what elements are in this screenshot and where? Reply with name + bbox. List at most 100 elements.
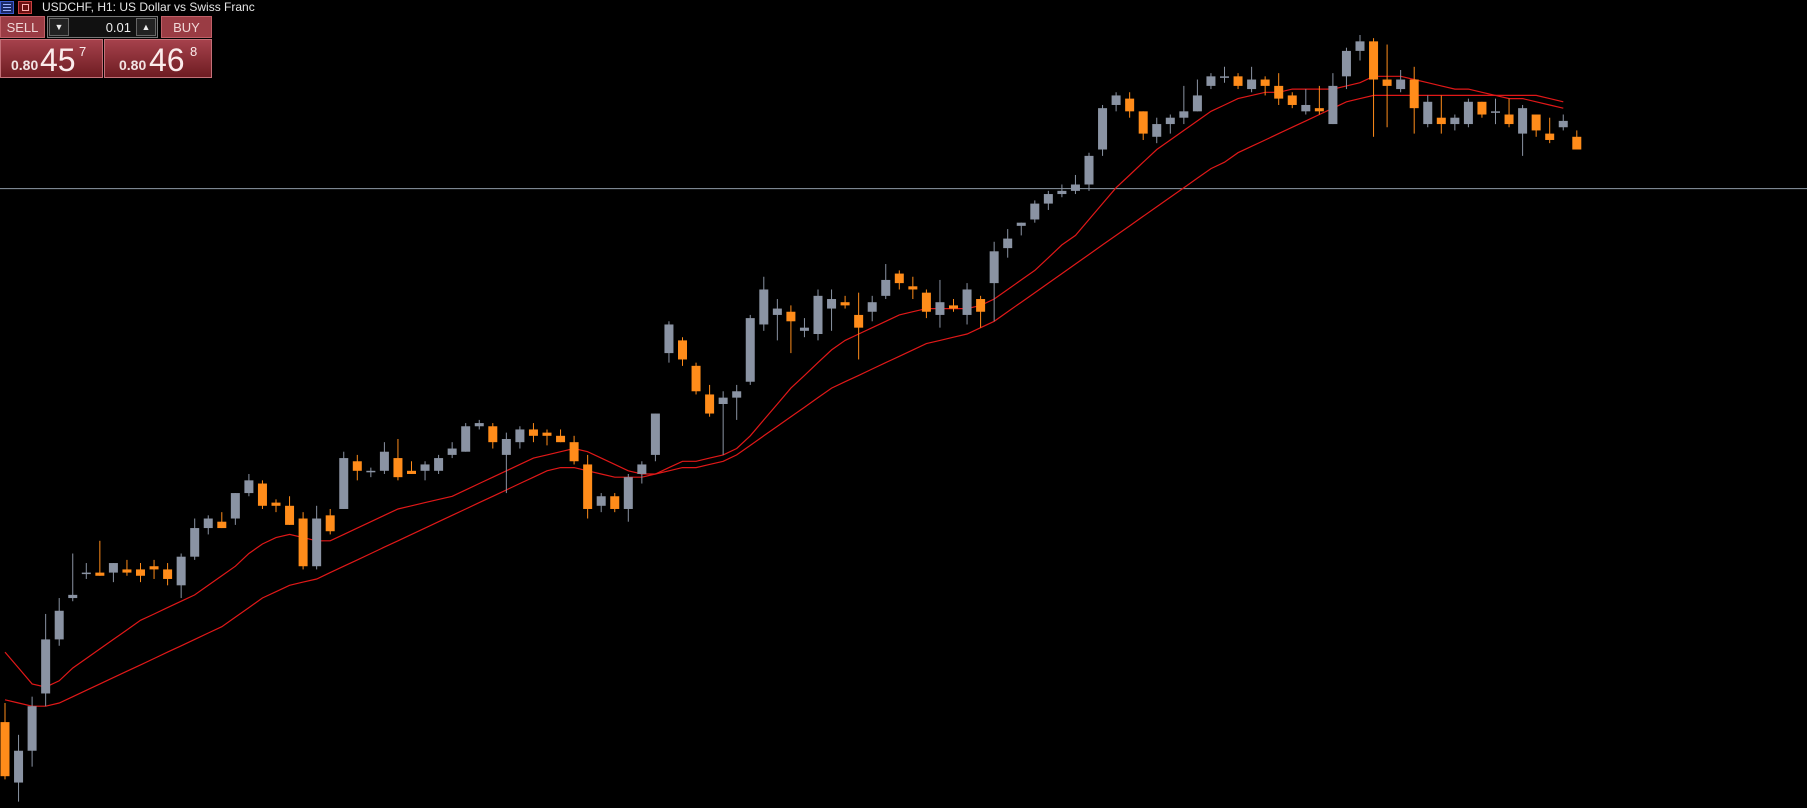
candle[interactable] [1206, 73, 1216, 90]
sell-button[interactable]: SELL [0, 16, 45, 38]
candle[interactable] [230, 493, 240, 525]
candles-layer[interactable] [0, 34, 1582, 802]
sell-price-button[interactable]: 0.80 45 7 [0, 39, 103, 78]
candle[interactable] [379, 442, 389, 474]
candle[interactable] [569, 435, 579, 465]
candle[interactable] [217, 512, 227, 529]
candle[interactable] [1423, 95, 1433, 128]
candle[interactable] [434, 454, 444, 474]
candle[interactable] [1436, 95, 1446, 134]
candle[interactable] [745, 314, 755, 385]
candle[interactable] [1084, 152, 1094, 191]
candle[interactable] [0, 703, 10, 780]
candle[interactable] [949, 299, 958, 312]
candle[interactable] [678, 337, 687, 366]
candle[interactable] [1450, 114, 1460, 131]
candle[interactable] [54, 598, 64, 646]
candle[interactable] [149, 559, 159, 579]
candle[interactable] [1179, 85, 1189, 125]
candle[interactable] [1247, 66, 1257, 93]
candle[interactable] [1016, 222, 1026, 236]
candle[interactable] [637, 461, 647, 484]
candle[interactable] [610, 493, 620, 513]
candle[interactable] [257, 480, 267, 509]
candle[interactable] [1355, 34, 1365, 61]
candle[interactable] [827, 289, 837, 331]
candle[interactable] [1572, 130, 1582, 150]
candle[interactable] [772, 299, 782, 341]
candle[interactable] [1152, 117, 1162, 144]
candle[interactable] [799, 318, 809, 338]
symbol-icon[interactable] [18, 0, 32, 14]
candle[interactable] [881, 264, 891, 300]
candle[interactable] [664, 321, 674, 363]
candle[interactable] [935, 279, 945, 328]
candle[interactable] [732, 384, 742, 420]
candle[interactable] [203, 515, 213, 535]
candle[interactable] [515, 426, 525, 449]
candle[interactable] [488, 423, 498, 449]
candle[interactable] [1030, 200, 1040, 223]
candle[interactable] [1558, 114, 1568, 131]
candle[interactable] [1057, 184, 1067, 198]
candle[interactable] [1070, 174, 1080, 195]
candle[interactable] [908, 276, 918, 300]
candle[interactable] [339, 451, 349, 509]
candle[interactable] [122, 559, 132, 576]
candle[interactable] [190, 518, 200, 560]
candle[interactable] [407, 461, 416, 474]
lot-size-input[interactable]: 0.01 [105, 20, 131, 35]
candle[interactable] [542, 429, 552, 446]
candle[interactable] [501, 432, 511, 494]
chart-menu-icon[interactable] [0, 0, 14, 14]
candle[interactable] [244, 473, 254, 497]
candle[interactable] [583, 454, 593, 519]
candle[interactable] [962, 283, 972, 325]
candle[interactable] [1477, 101, 1487, 118]
candle[interactable] [68, 553, 78, 602]
candle[interactable] [14, 734, 24, 802]
candle[interactable] [1382, 44, 1392, 128]
candle[interactable] [691, 362, 701, 395]
candle[interactable] [1491, 98, 1500, 125]
candle[interactable] [1314, 85, 1324, 115]
candle[interactable] [176, 553, 186, 599]
candle[interactable] [1043, 190, 1053, 210]
candle[interactable] [1409, 66, 1419, 134]
candle[interactable] [81, 563, 91, 579]
candle[interactable] [867, 295, 877, 322]
candle[interactable] [1138, 111, 1148, 140]
candle[interactable] [989, 241, 999, 322]
candle[interactable] [1233, 73, 1243, 90]
buy-price-button[interactable]: 0.80 46 8 [104, 39, 212, 78]
candle[interactable] [705, 384, 715, 417]
candle[interactable] [921, 289, 931, 319]
lot-size-box[interactable]: ▼ 0.01 ▲ [47, 16, 158, 38]
candle[interactable] [623, 473, 633, 522]
candle[interactable] [1518, 104, 1528, 156]
candle[interactable] [556, 429, 566, 443]
candle[interactable] [1369, 38, 1379, 137]
candle[interactable] [1504, 98, 1514, 128]
candle[interactable] [312, 505, 322, 570]
candle[interactable] [1341, 47, 1351, 90]
candle[interactable] [813, 289, 823, 341]
candle[interactable] [461, 423, 471, 452]
candle[interactable] [1396, 69, 1406, 93]
candle[interactable] [650, 413, 660, 462]
buy-button[interactable]: BUY [161, 16, 212, 38]
candle[interactable] [596, 493, 606, 513]
candle[interactable] [854, 292, 864, 360]
candle[interactable] [976, 295, 986, 328]
candle[interactable] [1125, 92, 1135, 118]
candle[interactable] [1463, 98, 1473, 128]
candle[interactable] [1165, 114, 1175, 134]
candle[interactable] [840, 295, 850, 309]
candle[interactable] [1328, 73, 1338, 125]
candle[interactable] [108, 563, 118, 583]
candle[interactable] [1301, 89, 1311, 115]
candle[interactable] [95, 540, 105, 576]
candle[interactable] [1098, 104, 1108, 156]
candle[interactable] [1287, 92, 1297, 109]
